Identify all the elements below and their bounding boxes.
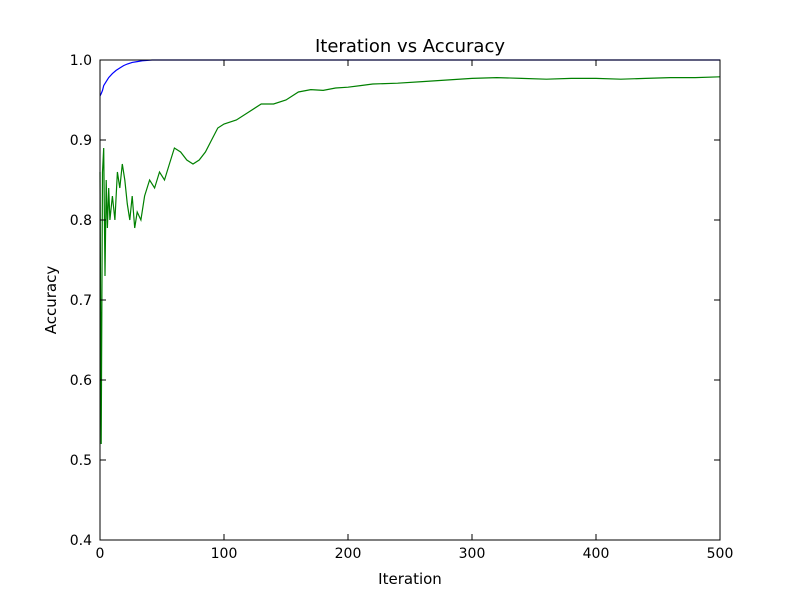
chart-title: Iteration vs Accuracy xyxy=(315,36,505,57)
y-tick-label: 0.6 xyxy=(70,373,92,389)
x-axis-label: Iteration xyxy=(378,570,442,588)
x-tick-label: 200 xyxy=(335,546,362,562)
series-line-1 xyxy=(99,76,721,445)
x-tick-label: 300 xyxy=(459,546,486,562)
y-tick-label: 1.0 xyxy=(70,53,92,69)
y-tick-label: 0.4 xyxy=(70,533,92,549)
y-tick-label: 0.8 xyxy=(70,213,92,229)
x-tick-label: 500 xyxy=(707,546,734,562)
y-tick-label: 0.7 xyxy=(70,293,92,309)
y-tick-label: 0.5 xyxy=(70,453,92,469)
x-tick-label: 0 xyxy=(96,546,105,562)
plot-background xyxy=(100,60,720,540)
series-line-0 xyxy=(99,59,720,97)
plot-frame xyxy=(99,59,721,541)
y-tick-label: 0.9 xyxy=(70,133,92,149)
y-axis-label: Accuracy xyxy=(42,266,60,335)
x-tick-label: 400 xyxy=(583,546,610,562)
x-tick-label: 100 xyxy=(211,546,238,562)
series-layer xyxy=(99,59,721,445)
